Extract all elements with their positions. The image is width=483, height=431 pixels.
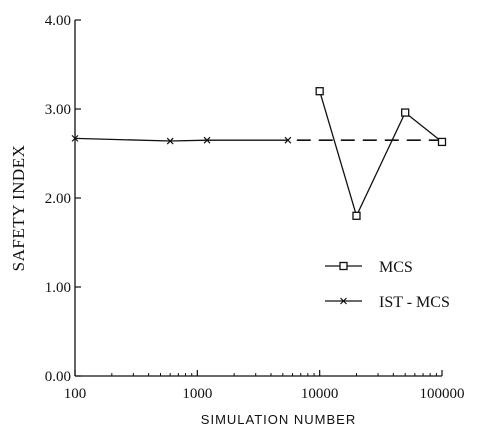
mcs-point [401,108,410,117]
y-tick-label: 0.00 [45,369,71,385]
y-tick-label: 3.00 [45,102,71,118]
ist-mcs-point [166,137,174,145]
legend: MCS IST - MCS [325,259,450,311]
ist-mcs-point [284,136,292,144]
legend-marker-ist-mcs [340,297,347,305]
ist-mcs-point [71,134,79,142]
legend-marker-mcs [339,261,348,271]
series-ist-mcs [71,134,292,145]
series-line-mcs [319,91,443,218]
x-tick-label: 100000 [420,386,465,402]
mcs-point [437,137,447,147]
mcs-point [352,211,361,220]
series [71,87,447,220]
legend-label-mcs: MCS [379,259,413,276]
x-tick-label: 100 [64,386,87,402]
ist-mcs-point [203,136,211,144]
x-tick-label: 10000 [301,386,339,402]
series-mcs [315,87,447,220]
y-tick-label: 2.00 [45,191,71,207]
y-ticks: 0.00 1.00 2.00 3.00 4.00 [45,13,81,385]
y-axis-title: SAFETY INDEX [9,145,28,272]
x-ticks: 100 1000 10000 100000 [64,370,465,402]
series-line-ist-mcs [74,137,288,142]
x-axis-title: SIMULATION NUMBER [201,412,356,427]
y-tick-label: 1.00 [45,280,71,296]
mcs-point [315,87,324,96]
axes [74,20,442,377]
y-tick-label: 4.00 [45,13,71,29]
x-tick-label: 1000 [182,386,212,402]
legend-label-ist-mcs: IST - MCS [379,294,450,311]
